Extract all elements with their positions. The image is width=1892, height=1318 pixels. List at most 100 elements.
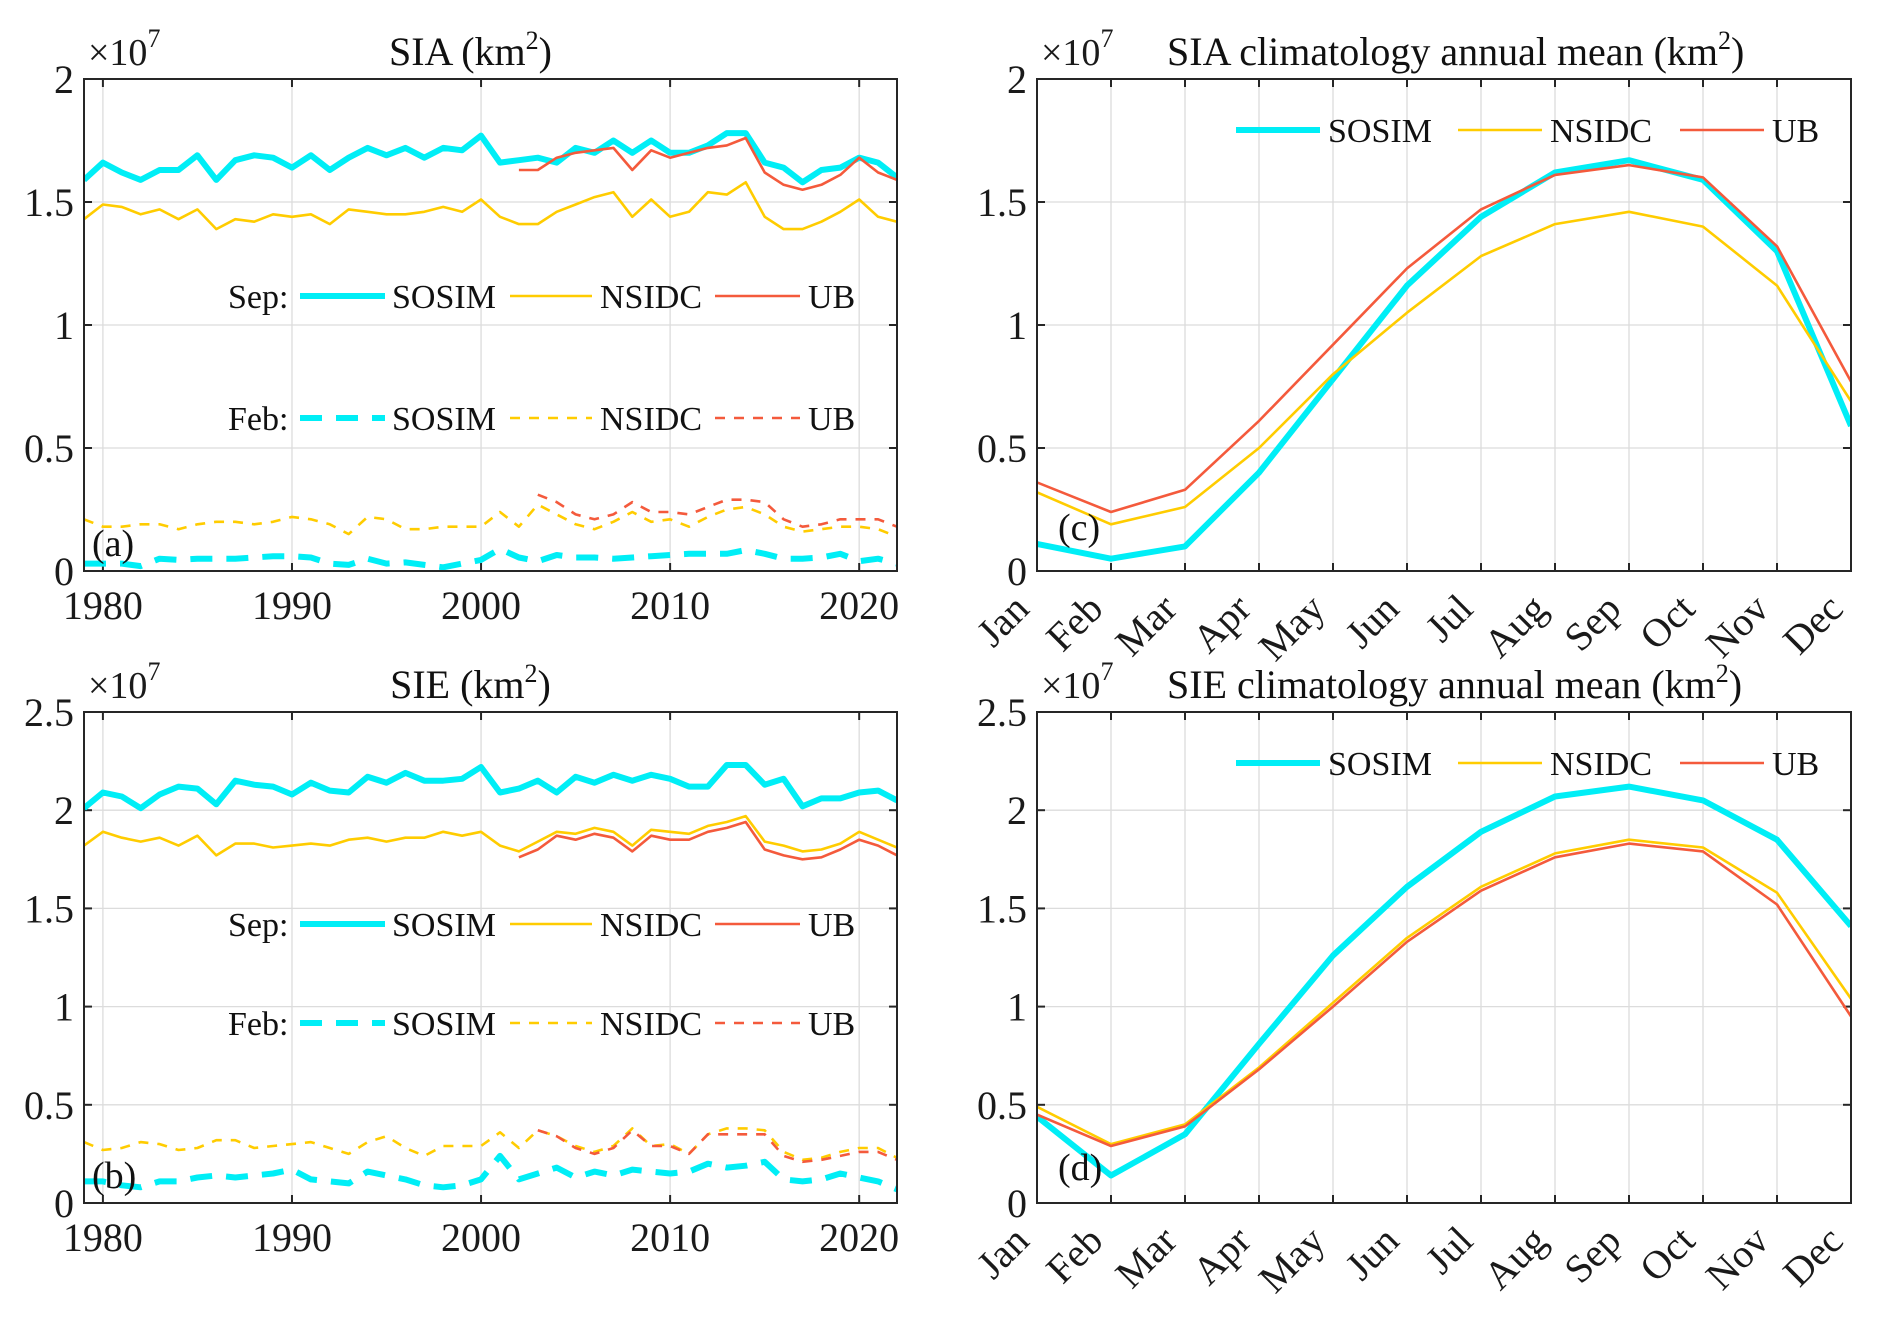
x-tick-label: Nov xyxy=(1697,1218,1778,1299)
legend-label-sosim: SOSIM xyxy=(1328,746,1432,783)
y-tick-label: 2 xyxy=(54,57,74,102)
chart-title-superscript: 2 xyxy=(525,659,538,688)
chart-title-text: SIE (km xyxy=(390,662,524,707)
y-tick-label: 2.5 xyxy=(24,690,74,735)
series-line-nsidc xyxy=(1037,210,1851,526)
series-line-sosim-sep xyxy=(84,130,897,186)
legend: SOSIM NSIDC UB xyxy=(1236,746,1819,783)
chart-title: SIA (km2) xyxy=(389,26,552,74)
legend-label-sosim: SOSIM xyxy=(392,907,496,944)
x-tick-label: 2010 xyxy=(630,583,710,628)
x-tick-label: Apr xyxy=(1184,586,1260,662)
x-tick-label: Nov xyxy=(1697,586,1778,667)
legend-label-ub: UB xyxy=(1772,113,1819,150)
y-tick-label: 1.5 xyxy=(24,886,74,931)
x-tick-label: 2000 xyxy=(441,1215,521,1260)
axis-multiplier: ×107 xyxy=(88,24,160,74)
panel-label: (d) xyxy=(1058,1147,1102,1189)
x-tick-label: Aug xyxy=(1475,586,1556,667)
axis-multiplier-exponent: 7 xyxy=(1100,657,1113,686)
legend-row-label: Feb: xyxy=(228,401,288,438)
series-line-sosim xyxy=(1037,157,1851,562)
y-tick-label: 1 xyxy=(54,985,74,1030)
series-group xyxy=(1037,157,1851,562)
y-tick-label: 1.5 xyxy=(977,886,1027,931)
x-tick-label: 2000 xyxy=(441,583,521,628)
x-tick-label: Sep xyxy=(1555,1218,1629,1292)
y-tick-label: 0.5 xyxy=(977,1083,1027,1128)
y-tick-label: 0.5 xyxy=(24,1083,74,1128)
x-tick-label: 1990 xyxy=(252,583,332,628)
legend-label-sosim: SOSIM xyxy=(1328,113,1432,150)
y-tick-label: 0 xyxy=(54,549,74,594)
legend-label-nsidc: NSIDC xyxy=(600,1006,702,1043)
y-tick-label: 0.5 xyxy=(977,426,1027,471)
y-tick-label: 1.5 xyxy=(977,180,1027,225)
series-line-sosim xyxy=(1037,783,1851,1179)
x-tick-label: Jul xyxy=(1417,586,1482,651)
chart-title-text: SIE climatology annual mean (km xyxy=(1167,662,1716,707)
series-line-sosim-feb xyxy=(84,1152,897,1193)
series-line-ub-feb xyxy=(537,493,897,529)
series-group xyxy=(1037,783,1851,1179)
x-tick-label: May xyxy=(1250,586,1334,670)
x-tick-label: Jun xyxy=(1336,586,1407,657)
chart-title-close: ) xyxy=(538,662,551,707)
x-tick-label: 1980 xyxy=(63,583,143,628)
y-tick-label: 2 xyxy=(54,788,74,833)
y-tick-label: 0 xyxy=(1007,549,1027,594)
series-line-sosim-sep xyxy=(84,762,897,812)
x-tick-label: Oct xyxy=(1631,586,1704,659)
legend-row-label: Feb: xyxy=(228,1006,288,1043)
x-tick-label: 1990 xyxy=(252,1215,332,1260)
y-tick-label: 0 xyxy=(54,1181,74,1226)
legend-row-label: Sep: xyxy=(228,279,288,316)
chart-title-close: ) xyxy=(1731,29,1744,74)
axis-multiplier-exponent: 7 xyxy=(1100,24,1113,53)
series-group xyxy=(84,130,897,571)
series-line-sosim-feb xyxy=(84,545,897,571)
series-line-ub-feb xyxy=(537,1129,897,1164)
series-line-nsidc-feb xyxy=(84,503,897,538)
series-line-ub-sep xyxy=(518,820,897,861)
y-tick-label: 2.5 xyxy=(977,690,1027,735)
legend-label-sosim: SOSIM xyxy=(392,401,496,438)
axis-multiplier: ×107 xyxy=(1041,657,1113,707)
legend: Sep: SOSIM NSIDC UB Feb: SOSIM NSIDC UB xyxy=(228,907,855,1043)
x-tick-label: Jun xyxy=(1336,1218,1407,1289)
x-tick-label: Aug xyxy=(1475,1218,1556,1299)
chart-title: SIE (km2) xyxy=(390,659,551,707)
legend-label-ub: UB xyxy=(808,1006,855,1043)
legend-label-sosim: SOSIM xyxy=(392,279,496,316)
chart-title: SIE climatology annual mean (km2) xyxy=(1167,659,1742,707)
axes-frame xyxy=(83,711,898,1204)
x-tick-label: 2020 xyxy=(819,1215,899,1260)
legend: Sep: SOSIM NSIDC UB Feb: SOSIM NSIDC UB xyxy=(228,279,855,438)
x-tick-label: Feb xyxy=(1037,586,1111,660)
y-tick-label: 2 xyxy=(1007,57,1027,102)
x-tick-label: Mar xyxy=(1106,586,1185,665)
chart-title-close: ) xyxy=(539,29,552,74)
chart-title-close: ) xyxy=(1729,662,1742,707)
panel-label: (a) xyxy=(92,523,134,565)
series-line-nsidc-feb xyxy=(84,1127,897,1162)
axis-multiplier-exponent: 7 xyxy=(147,24,160,53)
chart-title-superscript: 2 xyxy=(1716,659,1729,688)
chart-title-superscript: 2 xyxy=(1718,26,1731,55)
series-group xyxy=(84,762,897,1193)
legend-label-ub: UB xyxy=(1772,746,1819,783)
axis-multiplier: ×107 xyxy=(1041,24,1113,74)
axes-frame xyxy=(1036,78,1852,572)
axis-multiplier-exponent: 7 xyxy=(147,657,160,686)
panel-label: (c) xyxy=(1058,507,1100,549)
legend: SOSIM NSIDC UB xyxy=(1236,113,1819,150)
panel-label: (b) xyxy=(92,1155,136,1197)
x-tick-label: 1980 xyxy=(63,1215,143,1260)
series-line-nsidc xyxy=(1037,838,1851,1146)
x-tick-label: 2020 xyxy=(819,583,899,628)
x-tick-label: Feb xyxy=(1037,1218,1111,1292)
legend-label-ub: UB xyxy=(808,907,855,944)
x-tick-label: Jul xyxy=(1417,1218,1482,1283)
